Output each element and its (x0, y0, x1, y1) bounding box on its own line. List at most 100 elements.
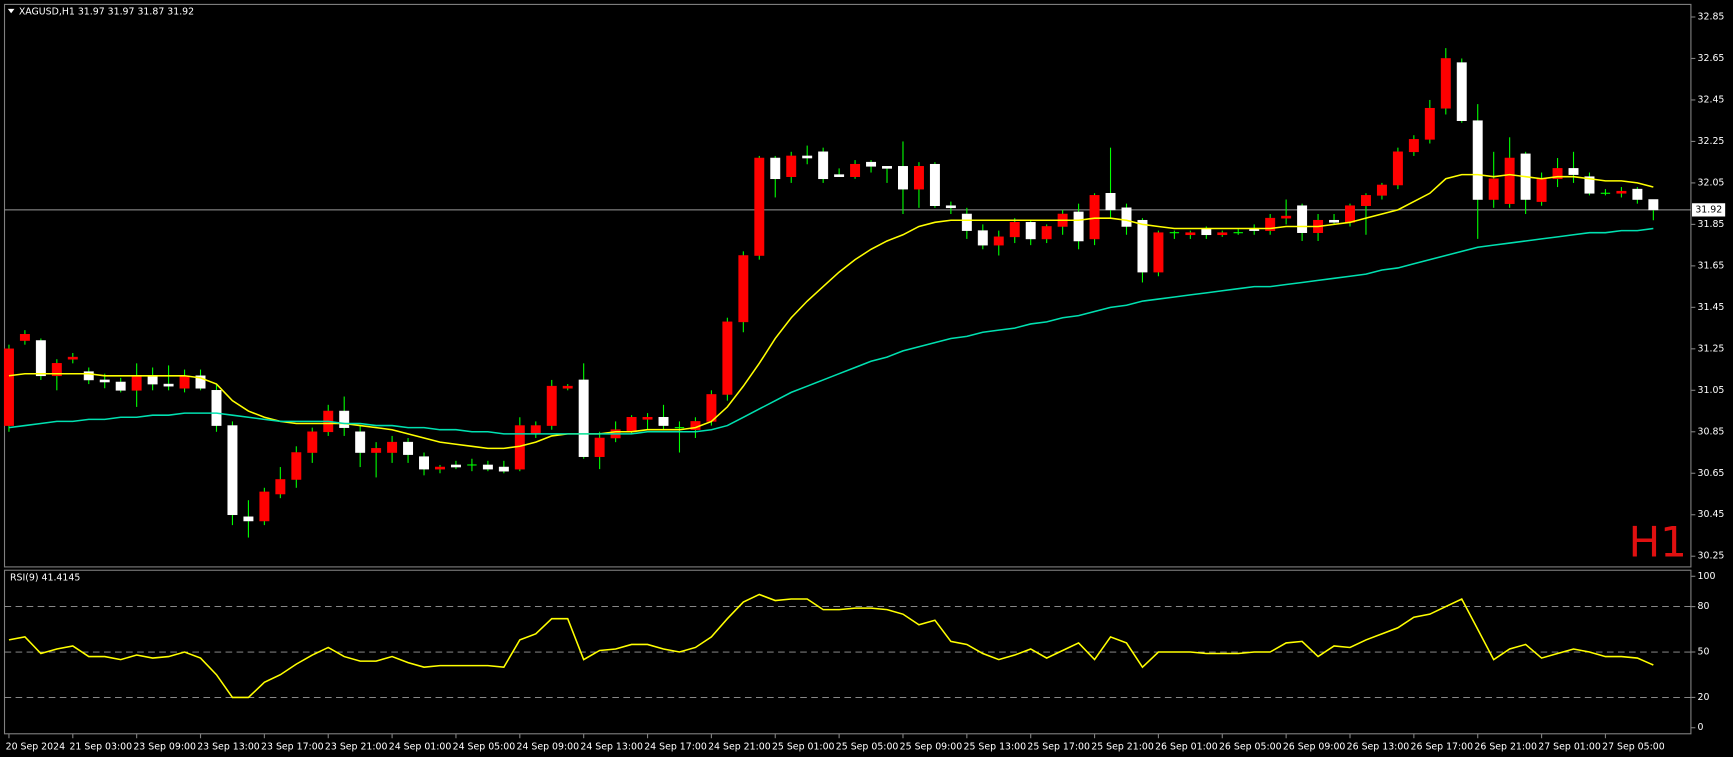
candle-body (307, 431, 318, 453)
candle-body (291, 452, 302, 480)
x-tick-label: 24 Sep 13:00 (580, 742, 643, 753)
x-tick-label: 24 Sep 05:00 (453, 742, 516, 753)
candle-body (882, 166, 892, 169)
candle-body (131, 375, 142, 391)
candle-body (498, 466, 509, 472)
x-tick-label: 25 Sep 05:00 (836, 742, 899, 753)
candle-body (83, 371, 94, 381)
x-tick-label: 21 Sep 03:00 (69, 742, 132, 753)
candle-body (1472, 120, 1483, 200)
candle-body (1440, 58, 1451, 109)
y-tick-label: 32.05 (1698, 177, 1725, 188)
x-tick-label: 26 Sep 21:00 (1474, 742, 1537, 753)
candle-body (1552, 168, 1563, 180)
candle-body (1456, 62, 1467, 121)
x-tick-label: 23 Sep 17:00 (261, 742, 324, 753)
candle-body (1648, 199, 1659, 211)
x-tick-label: 26 Sep 17:00 (1411, 742, 1474, 753)
candle-body (578, 379, 589, 457)
moving-average-line (8, 227, 1654, 435)
candle-body (1360, 195, 1371, 207)
main-panel-frame (3, 3, 1692, 568)
y-tick-label: 32.45 (1698, 94, 1725, 105)
candle-body (482, 464, 493, 470)
price-tag-label: 31.92 (1695, 204, 1722, 215)
candle-body (786, 155, 797, 177)
candle-body (371, 448, 382, 453)
candle-body (866, 161, 877, 167)
x-tick-label: 26 Sep 13:00 (1347, 742, 1410, 753)
y-tick-label: 80 (1698, 601, 1710, 612)
rsi-line (8, 593, 1654, 699)
candle-body (99, 379, 110, 383)
candle-body (977, 230, 988, 246)
y-tick-label: 30.25 (1698, 551, 1725, 562)
candle-body (19, 334, 30, 341)
y-tick-label: 50 (1698, 647, 1710, 658)
candle-body (227, 425, 238, 516)
x-tick-label: 24 Sep 17:00 (644, 742, 707, 753)
candle-body (642, 416, 653, 420)
y-tick-label: 32.65 (1698, 53, 1725, 64)
x-tick-label: 25 Sep 13:00 (964, 742, 1027, 753)
candle-body (1041, 226, 1052, 240)
y-tick-label: 100 (1698, 571, 1716, 582)
x-tick-label: 20 Sep 2024 (6, 742, 65, 753)
candle-body (530, 425, 541, 435)
candle-body (355, 431, 366, 453)
candle-body (1616, 190, 1627, 194)
candle-body (1201, 228, 1212, 236)
candle-body (546, 385, 557, 426)
x-tick-label: 27 Sep 05:00 (1602, 742, 1665, 753)
candle-body (147, 375, 158, 385)
x-tick-label: 26 Sep 09:00 (1283, 742, 1346, 753)
candle-body (1025, 222, 1036, 240)
x-tick-label: 24 Sep 09:00 (517, 742, 580, 753)
candle-body (339, 410, 350, 428)
candle-body (211, 390, 222, 426)
x-tick-label: 24 Sep 21:00 (708, 742, 771, 753)
candle-body (67, 356, 78, 360)
x-tick-label: 25 Sep 09:00 (900, 742, 963, 753)
timeframe-watermark: H1 (1629, 517, 1687, 566)
y-tick-label: 31.25 (1698, 343, 1725, 354)
y-tick-label: 30.85 (1698, 426, 1725, 437)
y-tick-label: 20 (1698, 692, 1710, 703)
candle-body (802, 155, 813, 159)
candle-body (1153, 232, 1164, 273)
candle-body (51, 363, 62, 377)
candle-body (1009, 222, 1020, 238)
x-tick-label: 27 Sep 01:00 (1538, 742, 1601, 753)
candle-body (1121, 207, 1132, 227)
candle-body (706, 394, 717, 422)
candle-body (195, 375, 206, 389)
price-tag-box (1692, 203, 1726, 217)
candle-body (1488, 178, 1499, 200)
y-tick-label: 30.45 (1698, 509, 1725, 520)
candle-body (115, 381, 126, 391)
candle-body (658, 416, 669, 426)
candle-body (1632, 188, 1643, 200)
y-tick-label: 30.65 (1698, 468, 1725, 479)
candle-body (419, 456, 430, 470)
candle-body (626, 416, 637, 433)
candle-body (770, 157, 781, 180)
x-tick-label: 25 Sep 21:00 (1091, 742, 1154, 753)
candle-body (1217, 232, 1228, 236)
x-tick-label: 25 Sep 01:00 (772, 742, 835, 753)
candle-body (818, 151, 829, 180)
candle-body (259, 491, 270, 522)
candle-body (1376, 184, 1387, 196)
y-tick-label: 32.25 (1698, 136, 1725, 147)
candle-body (945, 205, 956, 209)
y-tick-label: 31.65 (1698, 260, 1725, 271)
x-tick-label: 25 Sep 17:00 (1027, 742, 1090, 753)
candle-body (993, 236, 1004, 246)
chart-title: XAGUSD,H1 31.97 31.97 31.87 31.92 (19, 7, 194, 18)
candle-body (1504, 157, 1515, 204)
candle-body (275, 479, 286, 495)
candle-body (1584, 176, 1595, 194)
candle-body (1392, 151, 1403, 186)
candle-body (35, 340, 46, 377)
candle-body (163, 383, 174, 387)
